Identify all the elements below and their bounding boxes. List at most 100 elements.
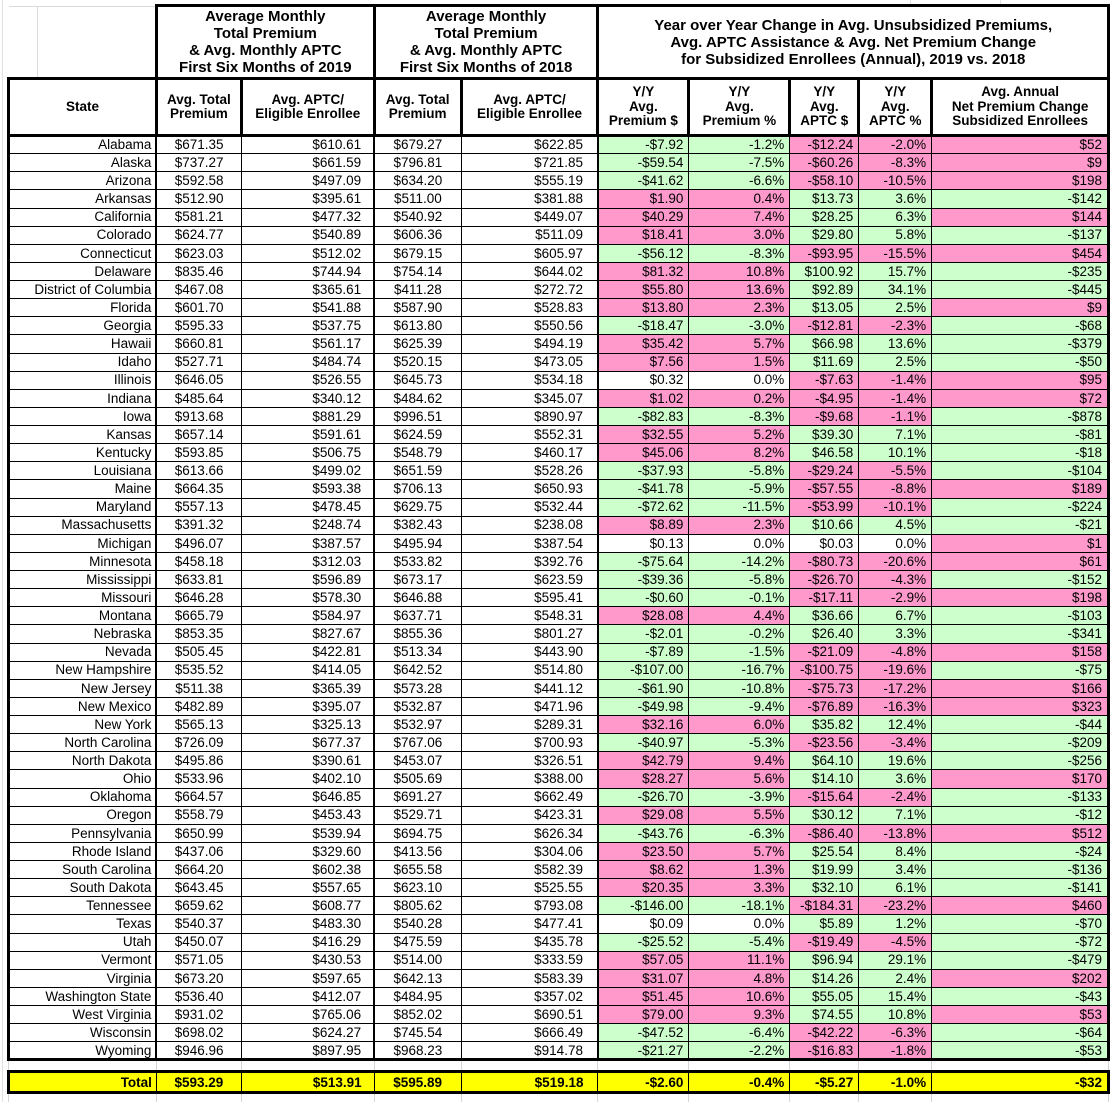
value-cell: $605.97 xyxy=(460,243,599,263)
value-cell: $32.16 xyxy=(596,714,690,735)
total-value: -$2.60 xyxy=(597,1070,690,1095)
table-row: Michigan $496.07 $387.57 $495.94 $387.54 $0.1… xyxy=(7,533,1110,553)
value-cell: -$12 xyxy=(931,805,1110,825)
value-cell: $64.10 xyxy=(789,751,860,771)
value-cell: $548.31 xyxy=(460,606,599,626)
value-cell: 10.8% xyxy=(858,1004,933,1025)
value-cell: -5.8% xyxy=(688,461,791,481)
value-cell: $533.96 xyxy=(155,769,242,789)
grid-cell xyxy=(460,1059,599,1072)
value-cell: $475.59 xyxy=(373,932,462,952)
state-cell: Iowa xyxy=(7,406,157,427)
value-cell: $395.61 xyxy=(240,189,375,209)
value-cell: -$56.12 xyxy=(596,243,690,263)
grid-cell xyxy=(373,1092,462,1102)
state-cell: South Carolina xyxy=(7,859,157,880)
state-cell: Virginia xyxy=(7,968,157,988)
value-cell: -7.5% xyxy=(688,153,791,173)
value-cell: -11.5% xyxy=(688,497,791,517)
state-cell: Kentucky xyxy=(7,443,157,463)
value-cell: $805.62 xyxy=(373,896,462,916)
state-cell: Colorado xyxy=(7,225,157,245)
value-cell: 1.3% xyxy=(688,859,791,880)
value-cell: -1.4% xyxy=(858,370,933,390)
value-cell: $430.53 xyxy=(240,950,375,970)
value-cell: -$12.24 xyxy=(789,134,860,155)
value-cell: 6.0% xyxy=(688,714,791,735)
table-row: Delaware $835.46 $744.94 $754.14 $644.02 $81.… xyxy=(7,261,1110,282)
grid-cell xyxy=(240,1059,375,1072)
value-cell: -2.3% xyxy=(858,316,933,336)
value-cell: 2.3% xyxy=(688,298,791,318)
state-cell: Kansas xyxy=(7,424,157,445)
value-cell: -$235 xyxy=(931,261,1110,282)
table-row: Florida $601.70 $541.88 $587.90 $528.83 $13.8… xyxy=(7,298,1110,318)
value-cell: 3.3% xyxy=(688,878,791,898)
state-cell: Georgia xyxy=(7,316,157,336)
value-cell: $606.36 xyxy=(373,225,462,245)
value-cell: $53 xyxy=(931,1004,1110,1025)
table-row: North Carolina $726.09 $677.37 $767.06 $700.… xyxy=(7,733,1110,753)
state-cell: New Mexico xyxy=(7,696,157,717)
value-cell: -5.3% xyxy=(688,733,791,753)
value-cell: $484.62 xyxy=(373,388,462,408)
state-cell: Pennsylvania xyxy=(7,823,157,843)
table-row: Virginia $673.20 $597.65 $642.13 $583.39 $31.… xyxy=(7,968,1110,988)
value-cell: $623.03 xyxy=(155,243,242,263)
value-cell: 4.5% xyxy=(858,515,933,535)
value-cell: -$103 xyxy=(931,606,1110,626)
value-cell: $333.59 xyxy=(460,950,599,970)
value-cell: $9 xyxy=(931,153,1110,173)
table-row: Kansas $657.14 $591.61 $624.59 $552.31 $32.55… xyxy=(7,424,1110,445)
value-cell: $591.61 xyxy=(240,424,375,445)
value-cell: $583.39 xyxy=(460,968,599,988)
premium-aptc-table: Average Monthly Total Premium & Avg. Mon… xyxy=(7,4,1110,1102)
table-row: Nebraska $853.35 $827.67 $855.36 $801.27 -$2.… xyxy=(7,624,1110,644)
table-row: New York $565.13 $325.13 $532.97 $289.31 $32.… xyxy=(7,714,1110,735)
value-cell: $646.85 xyxy=(240,787,375,807)
value-cell: $11.69 xyxy=(789,352,860,372)
value-cell: $52 xyxy=(931,134,1110,155)
value-cell: -4.3% xyxy=(858,569,933,590)
total-value: -$32 xyxy=(931,1070,1110,1095)
value-cell: $96.94 xyxy=(789,950,860,970)
col-header-yy-aptc-pct: Y/Y Avg. APTC % xyxy=(857,77,934,137)
table-row: South Carolina $664.20 $602.38 $655.58 $582.… xyxy=(7,859,1110,880)
value-cell: $540.89 xyxy=(240,225,375,245)
grid-cell xyxy=(597,1059,690,1072)
value-cell: $765.06 xyxy=(240,1004,375,1025)
value-cell: $855.36 xyxy=(373,624,462,644)
value-cell: $565.13 xyxy=(155,714,242,735)
grid-cell xyxy=(373,1059,462,1072)
value-cell: -$2.01 xyxy=(596,624,690,644)
value-cell: -15.5% xyxy=(858,243,933,263)
value-cell: 10.8% xyxy=(688,261,791,282)
value-cell: $55.80 xyxy=(596,279,690,300)
state-cell: New Jersey xyxy=(7,678,157,698)
value-cell: $540.92 xyxy=(373,207,462,227)
value-cell: $13.05 xyxy=(789,298,860,318)
value-cell: 10.1% xyxy=(858,443,933,463)
table-row: Massachusetts $391.32 $248.74 $382.43 $238.0… xyxy=(7,515,1110,535)
value-cell: -23.2% xyxy=(858,896,933,916)
value-cell: $548.79 xyxy=(373,443,462,463)
value-cell: 15.7% xyxy=(858,261,933,282)
value-cell: $495.86 xyxy=(155,751,242,771)
value-cell: $494.19 xyxy=(460,334,599,354)
value-cell: $557.13 xyxy=(155,497,242,517)
value-cell: 6.7% xyxy=(858,606,933,626)
value-cell: $726.09 xyxy=(155,733,242,753)
table-row: New Jersey $511.38 $365.39 $573.28 $441.12 -$… xyxy=(7,678,1110,698)
value-cell: $39.30 xyxy=(789,424,860,445)
value-cell: 9.4% xyxy=(688,751,791,771)
value-cell: $540.28 xyxy=(373,914,462,934)
table-row: Tennessee $659.62 $608.77 $805.62 $793.08 -$1… xyxy=(7,896,1110,916)
value-cell: $532.44 xyxy=(460,497,599,517)
value-cell: $1.90 xyxy=(596,189,690,209)
value-cell: $422.81 xyxy=(240,642,375,662)
group-header-yoy: Year over Year Change in Avg. Unsubsidiz… xyxy=(596,4,1110,80)
value-cell: 5.5% xyxy=(688,805,791,825)
value-cell: $634.20 xyxy=(373,171,462,191)
value-cell: $642.52 xyxy=(373,660,462,680)
value-cell: $525.55 xyxy=(460,878,599,898)
